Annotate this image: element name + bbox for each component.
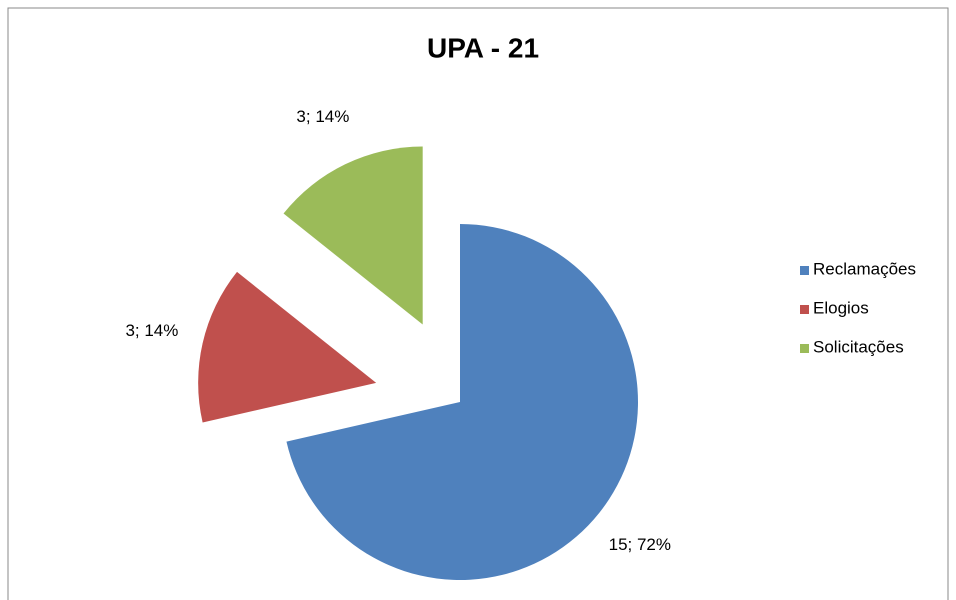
legend-label: Solicitações bbox=[813, 337, 904, 356]
data-label: 3; 14% bbox=[296, 107, 349, 126]
data-label: 15; 72% bbox=[609, 535, 671, 554]
legend-swatch bbox=[800, 344, 809, 353]
pie-slice bbox=[283, 146, 423, 325]
legend-label: Reclamações bbox=[813, 259, 916, 278]
legend-swatch bbox=[800, 266, 809, 275]
legend-swatch bbox=[800, 305, 809, 314]
pie-slice bbox=[198, 271, 377, 423]
chart-title: UPA - 21 bbox=[427, 32, 539, 63]
legend-label: Elogios bbox=[813, 298, 869, 317]
pie-slice bbox=[286, 224, 639, 580]
data-label: 3; 14% bbox=[125, 321, 178, 340]
